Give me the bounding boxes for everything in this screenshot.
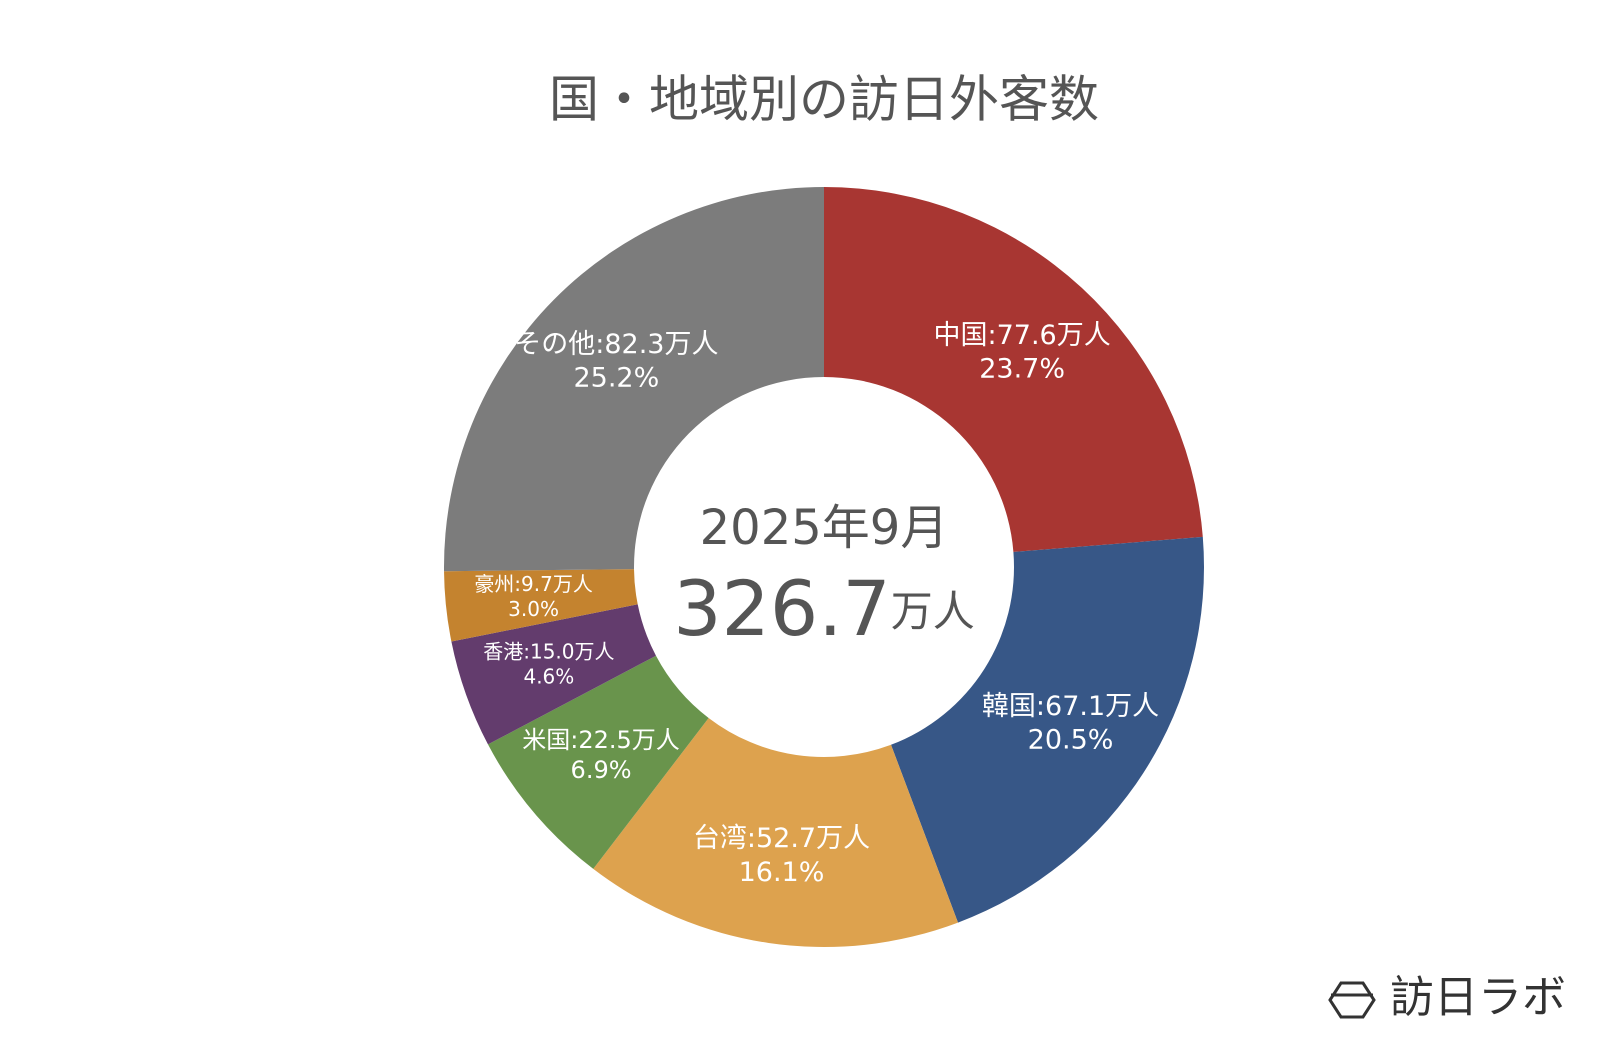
slice-label: 香港:15.0万人 (483, 639, 614, 663)
slice-label: その他:82.3万人 (514, 329, 718, 360)
slice-percent: 20.5% (1028, 725, 1114, 756)
donut (443, 187, 1204, 948)
center-total: 326.7万人 (673, 564, 975, 653)
chart-title: 国・地域別の訪日外客数 (549, 71, 1099, 129)
slice (443, 187, 824, 572)
slice (451, 604, 656, 745)
total-unit: 万人 (891, 587, 975, 636)
slice-label: 米国:22.5万人 (522, 726, 680, 754)
brand-name: 訪日ラボ (1390, 972, 1566, 1023)
slice (824, 187, 1203, 552)
slice-percent: 6.9% (571, 756, 632, 784)
slice-percent: 25.2% (573, 363, 659, 394)
brand-logo: 訪日ラボ (1328, 972, 1566, 1023)
slice-percent: 23.7% (979, 354, 1065, 385)
slice-percent: 4.6% (523, 664, 574, 688)
slice (444, 569, 638, 642)
slice (891, 536, 1204, 923)
slice-label: 台湾:52.7万人 (693, 823, 870, 854)
center-subtitle: 2025年9月 (700, 500, 949, 556)
slice (487, 655, 709, 869)
slice-label: 豪州:9.7万人 (474, 572, 593, 596)
slice-percent: 3.0% (508, 597, 559, 621)
total-value: 326.7 (673, 564, 891, 653)
logo-icon (1328, 981, 1376, 1019)
slice-percent: 16.1% (739, 857, 825, 888)
slice-label: 中国:77.6万人 (934, 320, 1111, 351)
slice-label: 韓国:67.1万人 (982, 691, 1159, 722)
slice (593, 717, 959, 948)
